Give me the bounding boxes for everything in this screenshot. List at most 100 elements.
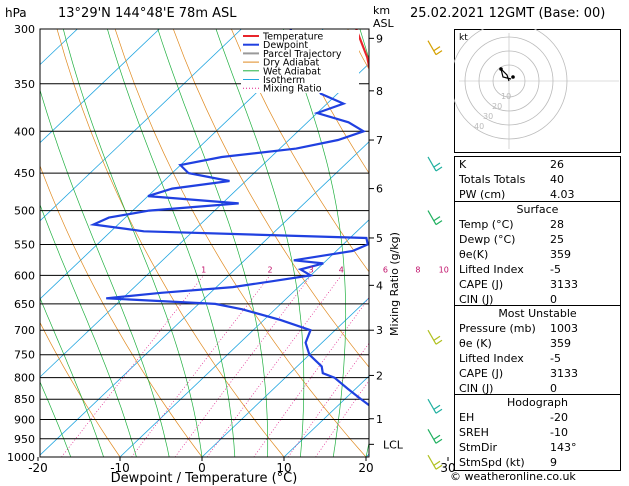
- copyright-footer: © weatheronline.co.uk: [450, 470, 576, 483]
- height-tick-label: LCL: [383, 438, 404, 451]
- table-row: EH -20: [455, 410, 620, 425]
- wind-barb: [427, 156, 443, 172]
- row-value: 40: [550, 173, 564, 186]
- wind-barb: [427, 210, 443, 226]
- table-title: Surface: [516, 203, 559, 216]
- series-parcel-trajectory: [420, 29, 454, 457]
- legend-entry: Parcel Trajectory: [263, 49, 342, 60]
- table-row: Temp (°C) 28: [455, 217, 620, 232]
- table-row: CAPE (J) 3133: [455, 366, 620, 381]
- pressure-tick-label: 900: [14, 414, 35, 427]
- table-row: Lifted Index -5: [455, 351, 620, 366]
- most-unstable-table: Most Unstable Pressure (mb) 1003 θe (K) 359 L…: [454, 305, 621, 397]
- table-row: PW (cm) 4.03: [455, 187, 620, 202]
- row-label: Dewp (°C): [459, 233, 516, 246]
- height-tick-label: 8: [376, 85, 383, 98]
- table-title: Hodograph: [507, 396, 568, 409]
- pressure-tick-label: 850: [14, 393, 35, 406]
- pressure-tick-label: 550: [14, 238, 35, 251]
- mixing-ratio-label: 1: [201, 265, 206, 274]
- hodograph-ring-label: 40: [474, 122, 484, 131]
- table-row: SREH -10: [455, 425, 620, 440]
- row-value: 3133: [550, 367, 578, 380]
- legend-entry: Dewpoint: [263, 40, 308, 51]
- temperature-tick-label: -10: [110, 461, 130, 475]
- row-label: CIN (J): [459, 293, 494, 306]
- pressure-tick-label: 300: [14, 23, 35, 36]
- legend-entry: Dry Adiabat: [263, 58, 320, 69]
- pressure-tick-label: 350: [14, 78, 35, 91]
- temperature-tick-label: 0: [198, 461, 206, 475]
- table-row: CAPE (J) 3133: [455, 277, 620, 292]
- row-label: K: [459, 158, 467, 171]
- hodograph-unit: kt: [459, 33, 468, 43]
- row-value: -20: [550, 411, 568, 424]
- temperature-tick-label: 20: [358, 461, 373, 475]
- table-row: θe(K) 359: [455, 247, 620, 262]
- wind-barb: [427, 398, 443, 414]
- height-tick-label: 1: [376, 413, 383, 426]
- row-label: θe(K): [459, 248, 489, 261]
- pressure-unit: hPa: [5, 6, 27, 20]
- row-value: -10: [550, 426, 568, 439]
- row-value: 0: [550, 293, 557, 306]
- pressure-tick-label: 1000: [7, 451, 35, 464]
- pressure-tick-label: 600: [14, 269, 35, 282]
- row-label: CAPE (J): [459, 278, 504, 291]
- row-label: θe (K): [459, 337, 492, 350]
- row-label: Totals Totals: [459, 173, 526, 186]
- row-label: Lifted Index: [459, 263, 524, 276]
- table-row: CIN (J) 0: [455, 381, 620, 396]
- pressure-tick-label: 700: [14, 324, 35, 337]
- wind-barb: [427, 454, 443, 470]
- table-row: StmDir 143°: [455, 440, 620, 455]
- legend-entry: Wet Adiabat: [263, 66, 321, 77]
- temperature-tick-label: 30: [440, 461, 454, 475]
- row-value: 25: [550, 233, 564, 246]
- row-value: 0: [550, 382, 557, 395]
- row-label: Lifted Index: [459, 352, 524, 365]
- height-unit-asl: ASL: [373, 17, 394, 30]
- table-row: Lifted Index -5: [455, 262, 620, 277]
- row-value: -5: [550, 352, 561, 365]
- pressure-tick-label: 800: [14, 372, 35, 385]
- skewt-diagram: 1234681015202530035040045050055060065070…: [7, 23, 454, 486]
- mixing-ratio-label: 2: [267, 265, 272, 274]
- row-value: 1003: [550, 322, 578, 335]
- plot-frame: [39, 28, 370, 458]
- row-label: SREH: [459, 426, 489, 439]
- row-label: StmSpd (kt): [459, 456, 525, 469]
- table-row: Dewp (°C) 25: [455, 232, 620, 247]
- hodograph-ring-label: 20: [492, 102, 502, 111]
- row-value: 143°: [550, 441, 577, 454]
- mixing-ratio-label: 8: [415, 265, 420, 274]
- pressure-tick-label: 950: [14, 433, 35, 446]
- mixing-ratio-label: 10: [439, 265, 449, 274]
- row-value: 359: [550, 337, 571, 350]
- pressure-tick-label: 750: [14, 349, 35, 362]
- hodograph-ring-label: 10: [501, 92, 511, 101]
- row-value: 26: [550, 158, 564, 171]
- height-tick-label: 7: [376, 134, 383, 147]
- row-value: 28: [550, 218, 564, 231]
- row-label: Temp (°C): [459, 218, 514, 231]
- table-row: Pressure (mb) 1003: [455, 321, 620, 336]
- row-label: StmDir: [459, 441, 498, 454]
- pressure-tick-label: 450: [14, 167, 35, 180]
- pressure-tick-label: 500: [14, 205, 35, 218]
- row-label: PW (cm): [459, 188, 506, 201]
- table-row: Totals Totals 40: [455, 172, 620, 187]
- table-row: StmSpd (kt) 9: [455, 455, 620, 470]
- legend-entry: Mixing Ratio: [263, 84, 322, 95]
- table-row: K 26: [455, 157, 620, 172]
- row-value: 359: [550, 248, 571, 261]
- indices-table: K 26 Totals Totals 40 PW (cm) 4.03: [454, 156, 621, 203]
- row-label: CAPE (J): [459, 367, 504, 380]
- wind-barb: [427, 428, 443, 444]
- datetime-label: 25.02.2021 12GMT (Base: 00): [410, 6, 606, 21]
- pressure-tick-label: 650: [14, 298, 35, 311]
- mixing-ratio-label: 3: [309, 265, 314, 274]
- height-tick-label: 5: [376, 232, 383, 245]
